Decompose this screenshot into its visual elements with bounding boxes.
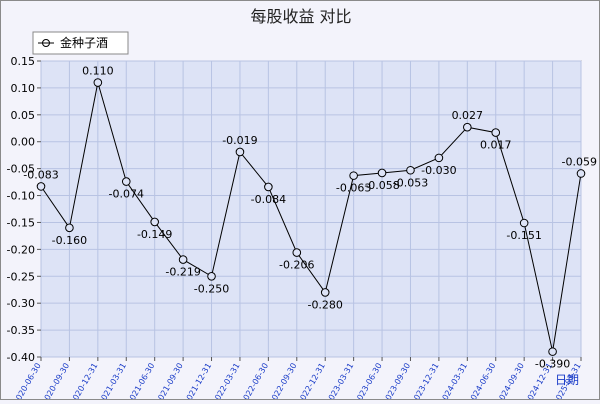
data-label: -0.280 [307, 298, 342, 311]
data-label: 0.017 [480, 139, 512, 152]
data-point [320, 288, 330, 297]
data-point [434, 153, 444, 163]
data-label: -0.151 [506, 229, 541, 242]
x-tick-label: 2021-12-31 [182, 362, 213, 400]
y-tick-label: 0.10 [11, 82, 36, 95]
data-label: -0.160 [52, 234, 87, 247]
data-point [576, 169, 586, 178]
grid-lines [40, 60, 582, 358]
data-label: -0.059 [562, 155, 597, 168]
x-axis-label: 日期 [555, 373, 579, 387]
x-tick-label: 2022-06-30 [239, 362, 270, 400]
x-tick-label: 2022-09-30 [267, 362, 298, 400]
legend-marker [42, 39, 50, 47]
legend: 金种子酒 [32, 31, 129, 55]
y-tick-label: -0.35 [7, 324, 35, 337]
data-point [235, 147, 245, 157]
data-label: -0.084 [251, 193, 286, 206]
data-label: -0.019 [222, 134, 257, 147]
x-tick-label: 2024-06-30 [466, 361, 497, 399]
x-tick-label: 2023-12-31 [410, 362, 441, 400]
data-label: 0.027 [452, 109, 484, 122]
x-tick-label: 2020-06-30 [12, 362, 43, 400]
x-tick-label: 2020-12-31 [69, 362, 100, 400]
y-tick-label: -0.40 [7, 351, 35, 364]
y-tick-label: 0.05 [11, 109, 36, 122]
y-tick-label: -0.05 [7, 163, 35, 176]
legend-box [32, 31, 129, 55]
data-point [349, 171, 358, 180]
data-label: -0.206 [279, 259, 314, 272]
x-tick-label: 2021-06-30 [125, 362, 156, 400]
data-point [406, 165, 415, 175]
data-point [292, 248, 302, 257]
data-label: -0.074 [109, 188, 144, 201]
data-label: -0.058 [364, 179, 399, 192]
series-line [40, 82, 582, 352]
data-label: -0.030 [421, 164, 456, 177]
y-tick-label: -0.10 [7, 190, 35, 203]
data-point [93, 78, 103, 87]
data-label: -0.053 [393, 176, 428, 189]
x-tick-label: 2024-09-30 [495, 362, 526, 400]
y-axis: 0.15 0.10 0.05 0.00 -0.05 -0.10 -0.15 -0.20 -0.2… [7, 55, 41, 364]
chart-title: 每股收益 对比 [250, 7, 351, 26]
data-label: -0.149 [137, 228, 172, 241]
data-point [36, 182, 46, 191]
y-tick-label: 0.15 [11, 55, 36, 68]
data-label: -0.390 [535, 358, 570, 371]
data-point [264, 182, 273, 192]
x-tick-label: 2022-12-31 [296, 362, 327, 400]
series-group: -0.083 -0.160 0.110 -0.074 -0.149 -0.219 -0.25… [23, 65, 597, 371]
y-tick-label: -0.20 [7, 243, 35, 256]
data-label: 0.110 [82, 65, 114, 78]
data-point [519, 218, 529, 228]
data-point [491, 128, 501, 137]
x-tick-label: 2023-03-31 [324, 362, 355, 400]
data-point [463, 122, 472, 132]
data-label: -0.063 [336, 182, 371, 195]
data-point [377, 168, 387, 178]
x-tick-label: 2024-03-31 [438, 362, 469, 400]
data-point [178, 255, 188, 264]
data-label: -0.083 [23, 168, 58, 181]
y-tick-label: -0.30 [7, 297, 35, 310]
legend-label: 金种子酒 [60, 35, 108, 50]
x-tick-label: 2021-03-31 [97, 362, 128, 400]
data-point [150, 217, 159, 227]
data-point [207, 271, 216, 281]
data-point [121, 177, 131, 186]
x-tick-label: 2021-09-30 [154, 362, 185, 400]
y-tick-label: 0.00 [11, 136, 36, 149]
x-tick-label: 2022-03-31 [211, 362, 242, 400]
x-tick-label: 2020-09-30 [40, 362, 71, 400]
data-label: -0.219 [165, 266, 200, 279]
y-tick-label: -0.15 [7, 216, 35, 229]
y-tick-label: -0.25 [7, 270, 35, 283]
x-axis: 2020-06-302020-09-302020-12-312021-03-31… [12, 357, 583, 404]
x-tick-label: 2023-09-30 [381, 362, 412, 400]
data-label: -0.250 [194, 282, 229, 295]
plot-area [40, 60, 582, 358]
data-point [65, 223, 74, 233]
data-point [548, 347, 557, 356]
x-tick-label: 2023-06-30 [353, 362, 384, 400]
